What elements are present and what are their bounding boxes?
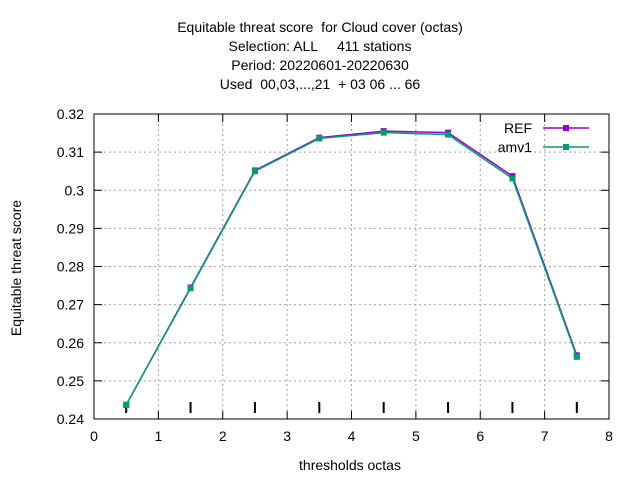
- legend-marker-ref: [563, 125, 569, 131]
- x-tick-label: 2: [219, 428, 227, 444]
- data-point-amv1: [573, 353, 580, 360]
- x-tick-label: 1: [154, 428, 162, 444]
- title-line-4: Used 00,03,...,21 + 03 06 ... 66: [219, 76, 421, 92]
- x-tick-label: 8: [605, 428, 613, 444]
- y-tick-label: 0.31: [57, 144, 84, 160]
- data-point-amv1: [380, 129, 387, 136]
- x-tick-label: 6: [476, 428, 484, 444]
- y-tick-label: 0.24: [57, 411, 84, 427]
- title-line-3: Period: 20220601-20220630: [231, 57, 409, 73]
- legend-marker-amv1: [563, 144, 569, 150]
- y-tick-label: 0.27: [57, 297, 84, 313]
- series-line-amv1: [125, 131, 578, 406]
- y-tick-label: 0.25: [57, 373, 84, 389]
- x-tick-label: 0: [90, 428, 98, 444]
- y-tick-label: 0.28: [57, 259, 84, 275]
- y-tick-label: 0.3: [65, 182, 85, 198]
- series-line-ref: [125, 130, 578, 406]
- data-point-amv1: [187, 285, 194, 292]
- y-tick-label: 0.29: [57, 220, 84, 236]
- legend-label-amv1: amv1: [498, 139, 532, 155]
- data-point-amv1: [509, 175, 516, 182]
- title-line-2: Selection: ALL 411 stations: [228, 38, 412, 54]
- legend-label-ref: REF: [504, 120, 532, 136]
- y-tick-label: 0.26: [57, 335, 84, 351]
- x-tick-label: 3: [283, 428, 291, 444]
- data-point-amv1: [316, 135, 323, 142]
- data-point-amv1: [123, 401, 130, 408]
- title-line-1: Equitable threat score for Cloud cover (…: [177, 19, 463, 35]
- data-point-amv1: [445, 131, 452, 138]
- x-tick-label: 4: [348, 428, 356, 444]
- x-tick-label: 7: [541, 428, 549, 444]
- x-tick-label: 5: [412, 428, 420, 444]
- data-point-amv1: [251, 168, 258, 175]
- x-axis-label: thresholds octas: [299, 457, 401, 473]
- y-tick-label: 0.32: [57, 106, 84, 122]
